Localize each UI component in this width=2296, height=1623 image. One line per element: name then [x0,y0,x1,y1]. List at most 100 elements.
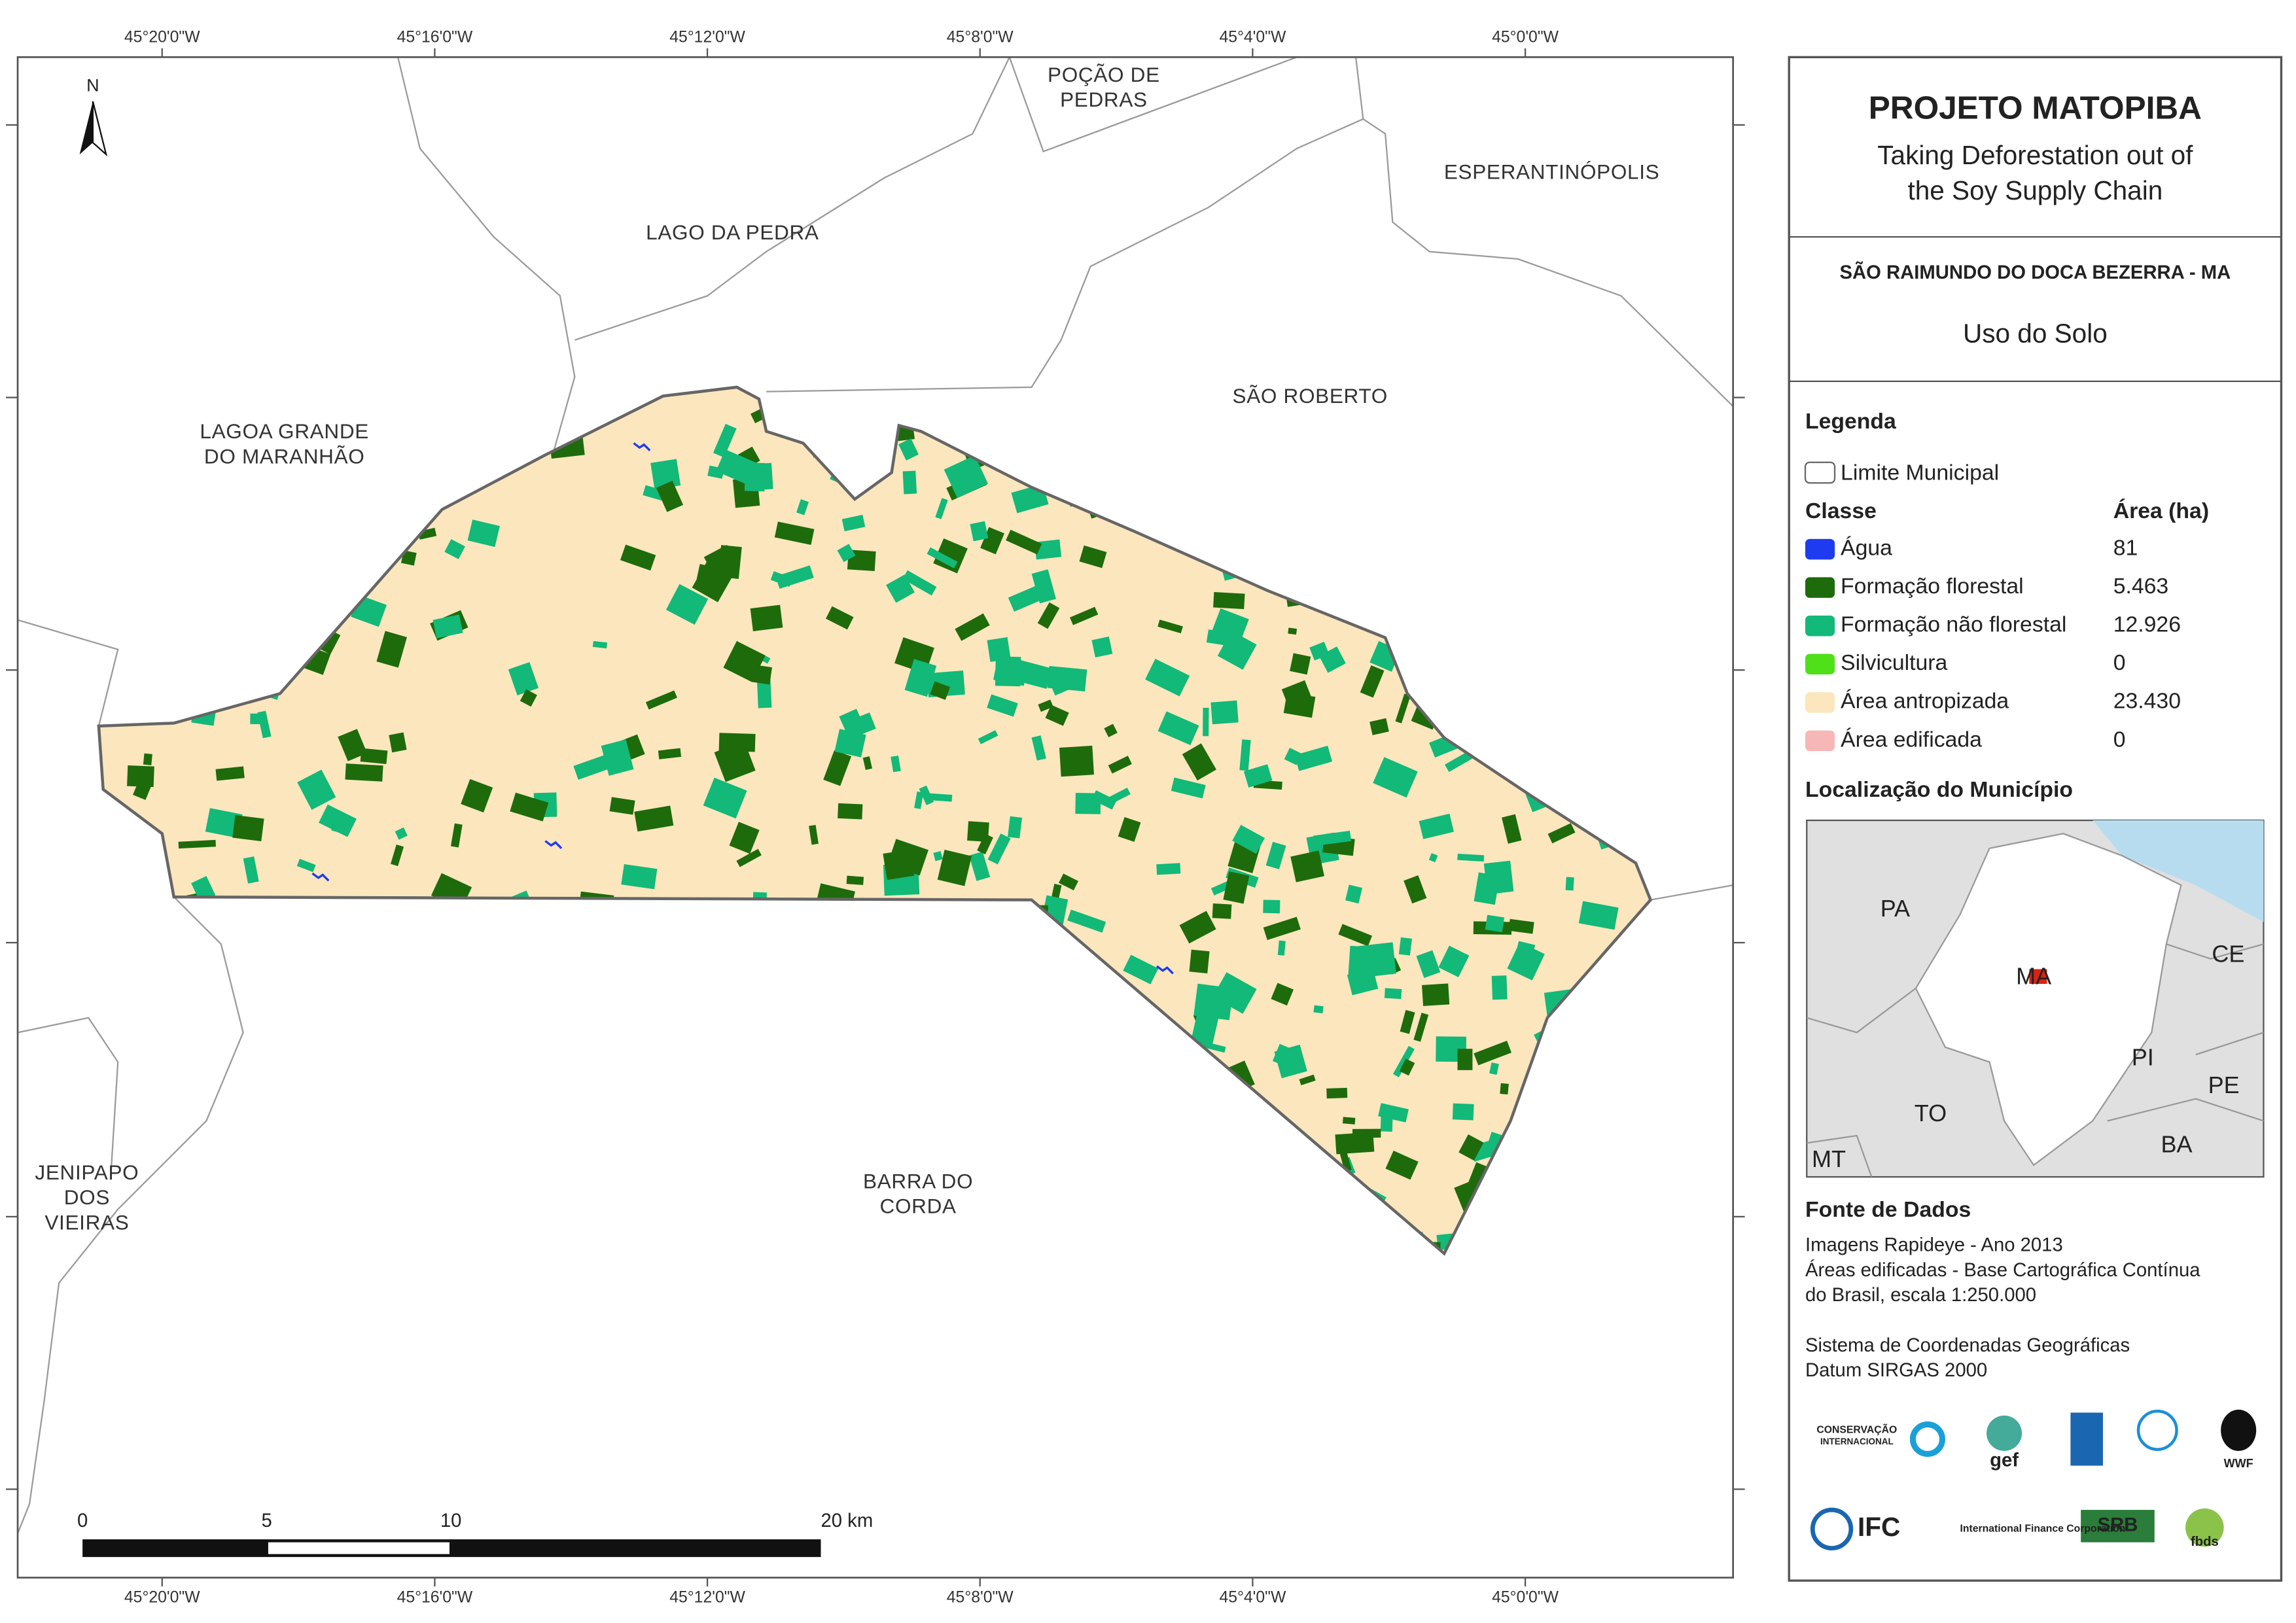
vegetation-patch [1547,395,1577,427]
coord-label: 45°16'0"W [397,29,473,46]
vegetation-patch [1585,430,1605,453]
vegetation-patch [444,539,465,559]
vegetation-patch [805,1236,827,1254]
vegetation-patch [716,449,760,487]
vegetation-patch [1217,542,1259,581]
vegetation-patch [969,851,991,881]
inset-label: CE [2212,941,2244,968]
vegetation-patch [1303,556,1340,589]
vegetation-patch [205,808,243,839]
vegetation-patch [935,1217,968,1239]
vegetation-patch [658,748,682,759]
vegetation-patch [1145,659,1190,697]
boundary [18,619,119,727]
vegetation-patch [207,640,224,663]
vegetation-patch [1656,727,1695,743]
vegetation-patch [1103,1175,1130,1206]
vegetation-patch [435,398,466,418]
vegetation-patch [1214,1095,1237,1113]
vegetation-patch [1263,916,1301,940]
vegetation-patch [714,1008,733,1025]
vegetation-patch [1504,1246,1528,1254]
vegetation-patch [1299,1074,1316,1085]
sources: Imagens Rapideye - Ano 2013 Áreas edifica… [1805,1235,2200,1381]
vegetation-patch [966,1189,984,1223]
inset-label: PE [2208,1072,2240,1098]
vegetation-patch [1179,1182,1219,1202]
vegetation-patch [1290,653,1311,675]
vegetation-patch [1401,1246,1428,1254]
place-label: VIEIRAS [44,1210,129,1234]
vegetation-patch [1053,1058,1076,1089]
vegetation-patch [756,677,772,708]
vegetation-patch [653,962,687,994]
vegetation-patch [1118,1059,1155,1082]
vegetation-patch [1492,661,1514,678]
vegetation-patch [461,778,493,812]
coord-label: 45°20'0"W [124,1589,200,1607]
inset-label: PA [1881,895,1910,922]
vegetation-patch [928,408,955,423]
legend-swatch [1805,654,1835,675]
vegetation-patch [1024,1228,1048,1249]
vegetation-patch [1316,439,1351,464]
vegetation-patch [712,1258,743,1282]
vegetation-patch [1284,748,1302,765]
vegetation-patch [1382,420,1411,440]
vegetation-patch [944,1096,968,1109]
vegetation-patch [972,1071,1010,1104]
vegetation-patch [1338,924,1373,947]
vegetation-patch [243,601,270,633]
vegetation-patch [1156,863,1181,875]
vegetation-patch [1358,1244,1374,1254]
vegetation-patch [540,1231,565,1254]
vegetation-patch [1500,1083,1509,1095]
boundary-swatch [1804,461,1836,484]
vegetation-patch [314,1186,342,1213]
vegetation-patch [1079,545,1107,568]
vegetation-patch [339,903,361,934]
vegetation-patch [1157,620,1183,634]
vegetation-patch [1640,803,1651,829]
vegetation-patch [894,1009,923,1045]
vegetation-patch [1552,425,1563,442]
vegetation-patch [991,910,1019,946]
vegetation-patch [854,988,887,1009]
vegetation-patch [260,1063,270,1092]
vegetation-patch [1155,1217,1195,1253]
vegetation-patch [1271,497,1310,521]
legend-swatch [1805,692,1835,713]
vegetation-patch [1411,625,1441,640]
vegetation-patch [1091,790,1117,810]
state-border [2107,1098,2264,1122]
vegetation-patch [1098,1015,1132,1048]
vegetation-patch [933,1004,952,1029]
vegetation-patch [888,927,907,952]
vegetation-patch [391,954,425,989]
scale-label: 20 km [821,1510,874,1531]
vegetation-patch [823,750,852,786]
vegetation-patch [1399,1058,1415,1076]
vegetation-patch [914,998,947,1027]
vegetation-patch [202,1240,228,1254]
vegetation-patch [277,1023,309,1037]
scale-bar [82,1539,821,1558]
vegetation-patch [135,449,166,480]
vegetation-patch [622,1052,662,1080]
vegetation-patch [1452,1103,1474,1121]
vegetation-patch [453,1036,475,1068]
vegetation-patch [1225,450,1238,464]
vegetation-patch [556,966,588,986]
inset-label: MA [2016,963,2051,990]
vegetation-patch [98,406,114,423]
vegetation-patch [1373,757,1418,798]
vegetation-patch [1019,968,1030,979]
theme: Uso do Solo [1963,319,2108,349]
vegetation-patch [1523,600,1552,625]
vegetation-patch [1562,734,1593,758]
boundary [18,896,244,1534]
vegetation-patch [1492,460,1523,490]
vegetation-patch [665,584,709,625]
vegetation-patch [704,960,744,986]
